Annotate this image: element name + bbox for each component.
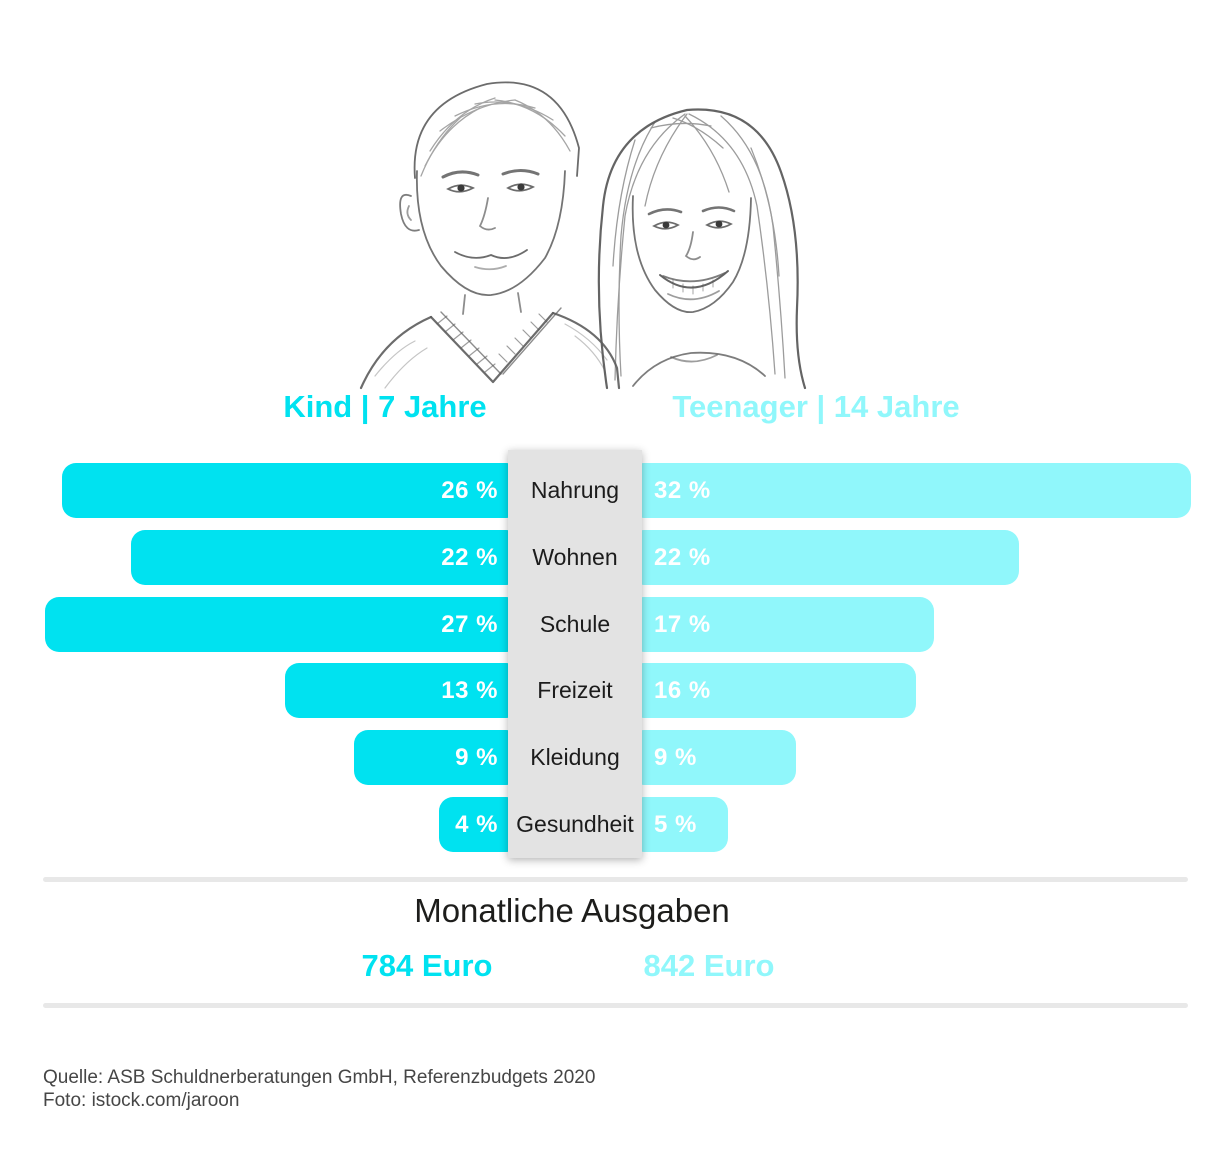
kind-bar-gesundheit: 4 % (439, 797, 520, 852)
children-sketch-image (359, 81, 807, 390)
teenager-bar-kleidung-value: 9 % (654, 743, 697, 771)
teenager-bar-schule-value: 17 % (654, 610, 711, 638)
kind-bar-wohnen-value: 22 % (441, 543, 498, 571)
teenager-bar-kleidung: 9 % (630, 730, 797, 785)
kind-bar-kleidung-value: 9 % (455, 743, 498, 771)
kind-bar-nahrung: 26 % (62, 463, 520, 518)
teenager-column-header: Teenager | 14 Jahre (672, 389, 960, 424)
teenager-bar-gesundheit-value: 5 % (654, 810, 697, 838)
kind-bar-nahrung-value: 26 % (441, 476, 498, 504)
footer-credits: Quelle: ASB Schuldnerberatungen GmbH, Re… (43, 1066, 595, 1112)
teenager-bar-freizeit: 16 % (630, 663, 917, 718)
kind-total: 784 Euro (361, 948, 493, 983)
kind-bar-freizeit-value: 13 % (441, 676, 498, 704)
teenager-bar-nahrung-value: 32 % (654, 476, 711, 504)
teenager-bar-wohnen: 22 % (630, 530, 1020, 585)
source-credit: Quelle: ASB Schuldnerberatungen GmbH, Re… (43, 1067, 596, 1088)
divider-line-top (43, 877, 1188, 882)
category-label-freizeit: Freizeit (537, 677, 613, 703)
kind-bar-schule-value: 27 % (441, 610, 498, 638)
category-label-gesundheit: Gesundheit (516, 811, 634, 837)
category-label-wohnen: Wohnen (532, 544, 618, 570)
divider-line-bottom (43, 1003, 1188, 1008)
category-label-schule: Schule (539, 611, 611, 637)
kind-bar-wohnen: 22 % (130, 530, 520, 585)
teenager-bar-nahrung: 32 % (630, 463, 1191, 518)
kind-bar-kleidung: 9 % (353, 730, 520, 785)
photo-credit: Foto: istock.com/jaroon (43, 1090, 240, 1111)
teenager-bar-wohnen-value: 22 % (654, 543, 711, 571)
kind-bar-freizeit: 13 % (285, 663, 520, 718)
teenager-bar-schule: 17 % (630, 597, 934, 652)
expenses-butterfly-chart: 26 % 32 % 22 % 22 % 27 % 17 % 13 % 16 % … (0, 450, 1232, 870)
teenager-bar-freizeit-value: 16 % (654, 676, 711, 704)
kind-bar-schule: 27 % (45, 597, 520, 652)
category-label-kleidung: Kleidung (530, 744, 620, 770)
category-label-nahrung: Nahrung (530, 477, 620, 503)
teenager-bar-gesundheit: 5 % (630, 797, 728, 852)
summary-title: Monatliche Ausgaben (414, 892, 730, 929)
category-label-panel: Nahrung Wohnen Schule Freizeit Kleidung … (508, 450, 642, 858)
kind-column-header: Kind | 7 Jahre (283, 389, 487, 424)
teenager-total: 842 Euro (643, 948, 775, 983)
kind-bar-gesundheit-value: 4 % (455, 810, 498, 838)
